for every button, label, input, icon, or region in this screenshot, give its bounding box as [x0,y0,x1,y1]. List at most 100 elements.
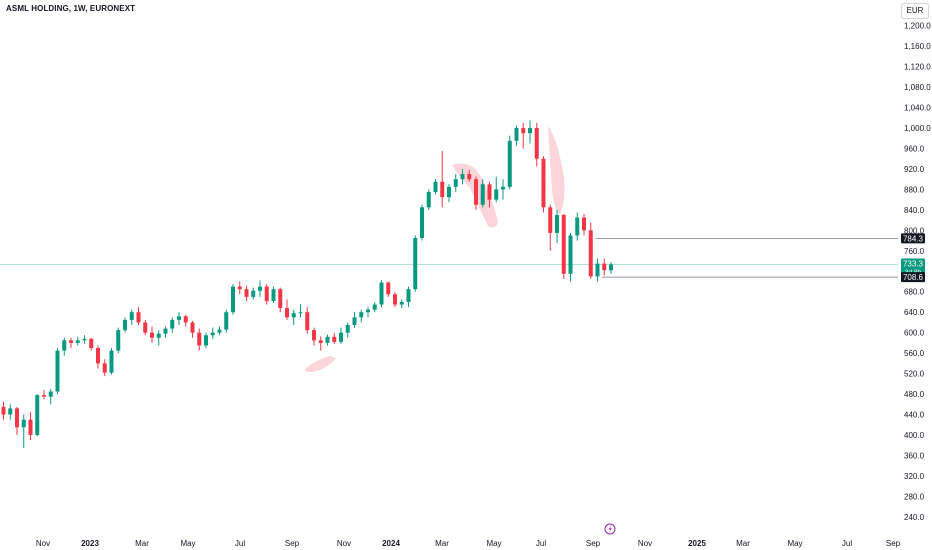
candle-body [582,217,586,231]
candle-body [183,316,188,323]
candle-body [379,282,384,305]
y-tick-label: 760.0 [904,247,925,256]
candle-body [487,184,492,200]
candle-body [548,207,553,233]
candle-body [507,140,512,187]
x-tick-label: Nov [36,539,50,548]
candle-body [28,419,33,436]
candle-body [42,395,46,397]
highlight-region-1 [304,356,336,372]
x-tick-label: May [486,539,501,548]
candle-body [291,313,296,318]
candle-body [345,325,350,333]
candle-body [521,128,526,134]
y-tick-label: 920.0 [904,165,925,174]
candle-body [440,181,445,198]
x-tick-label: Mar [736,539,750,548]
candle-body [8,408,13,415]
candle-body [433,181,438,192]
y-tick-label: 840.0 [904,206,925,215]
y-tick-label: 1,080.0 [904,83,931,92]
candle-body [251,290,256,297]
candle-body [116,330,121,351]
candle-body [312,330,316,341]
price-label-value: 708.6 [903,273,924,282]
x-tick-label: May [787,539,802,548]
price-level-lines [0,237,898,278]
y-tick-label: 520.0 [904,370,925,379]
y-tick-label: 680.0 [904,288,925,297]
y-tick-label: 280.0 [904,492,925,501]
y-tick-label: 960.0 [904,144,925,153]
candle-body [15,408,19,428]
candle-body [285,308,289,318]
chart-title: ASML HOLDING, 1W, EURONEXT [6,4,136,13]
candle-body [609,264,613,271]
candle-body [494,189,499,200]
candle-body [123,319,127,331]
candle-body [156,333,161,338]
price-label-value: 784.3 [903,234,924,243]
highlight-region-3 [548,126,565,215]
x-tick-label: Sep [886,539,901,548]
candle-body [244,289,249,297]
candle-body [96,348,100,364]
candle-body [359,312,364,318]
candle-body [75,340,80,343]
candle-body [372,304,377,310]
x-tick-label: 2024 [382,539,400,548]
price-label-box [901,233,925,244]
x-tick-label: 2025 [688,539,706,548]
x-tick-label: Sep [586,539,601,548]
candle-body [190,322,195,333]
x-tick-label: Jul [842,539,852,548]
candle-body [177,316,181,320]
candle-body [447,186,451,198]
lightning-bolt-icon[interactable] [604,523,616,535]
candle-body [82,338,87,341]
candle-body [426,191,431,208]
candle-body [62,340,67,351]
y-tick-label: 1,120.0 [904,63,931,72]
candle-body [237,286,242,290]
candle-body [339,332,343,342]
candle-body [561,214,566,274]
y-tick-label: 600.0 [904,329,925,338]
candle-body [460,174,465,180]
candle-body [271,289,276,301]
candle-body [406,289,411,302]
y-tick-label: 1,160.0 [904,42,931,51]
candle-body [528,128,532,134]
price-label-box [901,272,925,283]
candle-body [278,289,283,309]
y-tick-label: 240.0 [904,513,925,522]
candle-body [224,312,229,330]
candle-body [399,301,404,305]
y-tick-label: 1,000.0 [904,124,931,133]
y-tick-label: 1,040.0 [904,104,931,113]
candle-body [258,286,262,291]
candle-body [143,322,148,333]
candle-body [602,263,607,271]
y-tick-label: 1,200.0 [904,22,931,31]
y-tick-label: 880.0 [904,185,925,194]
candle-body [467,174,472,180]
candles-layer [1,120,613,448]
candle-body [217,329,222,333]
x-tick-label: Mar [435,539,449,548]
currency-button[interactable]: EUR [901,3,929,19]
candle-body [413,238,418,290]
candle-body [150,332,154,338]
y-tick-label: 800.0 [904,226,925,235]
candle-body [197,332,202,346]
candle-body [534,128,539,159]
candle-body [69,340,73,343]
x-tick-label: May [180,539,195,548]
candle-body [204,335,208,346]
candle-body [170,319,175,329]
y-tick-label: 320.0 [904,472,925,481]
candle-body [575,217,580,236]
x-tick-label: Nov [638,539,652,548]
